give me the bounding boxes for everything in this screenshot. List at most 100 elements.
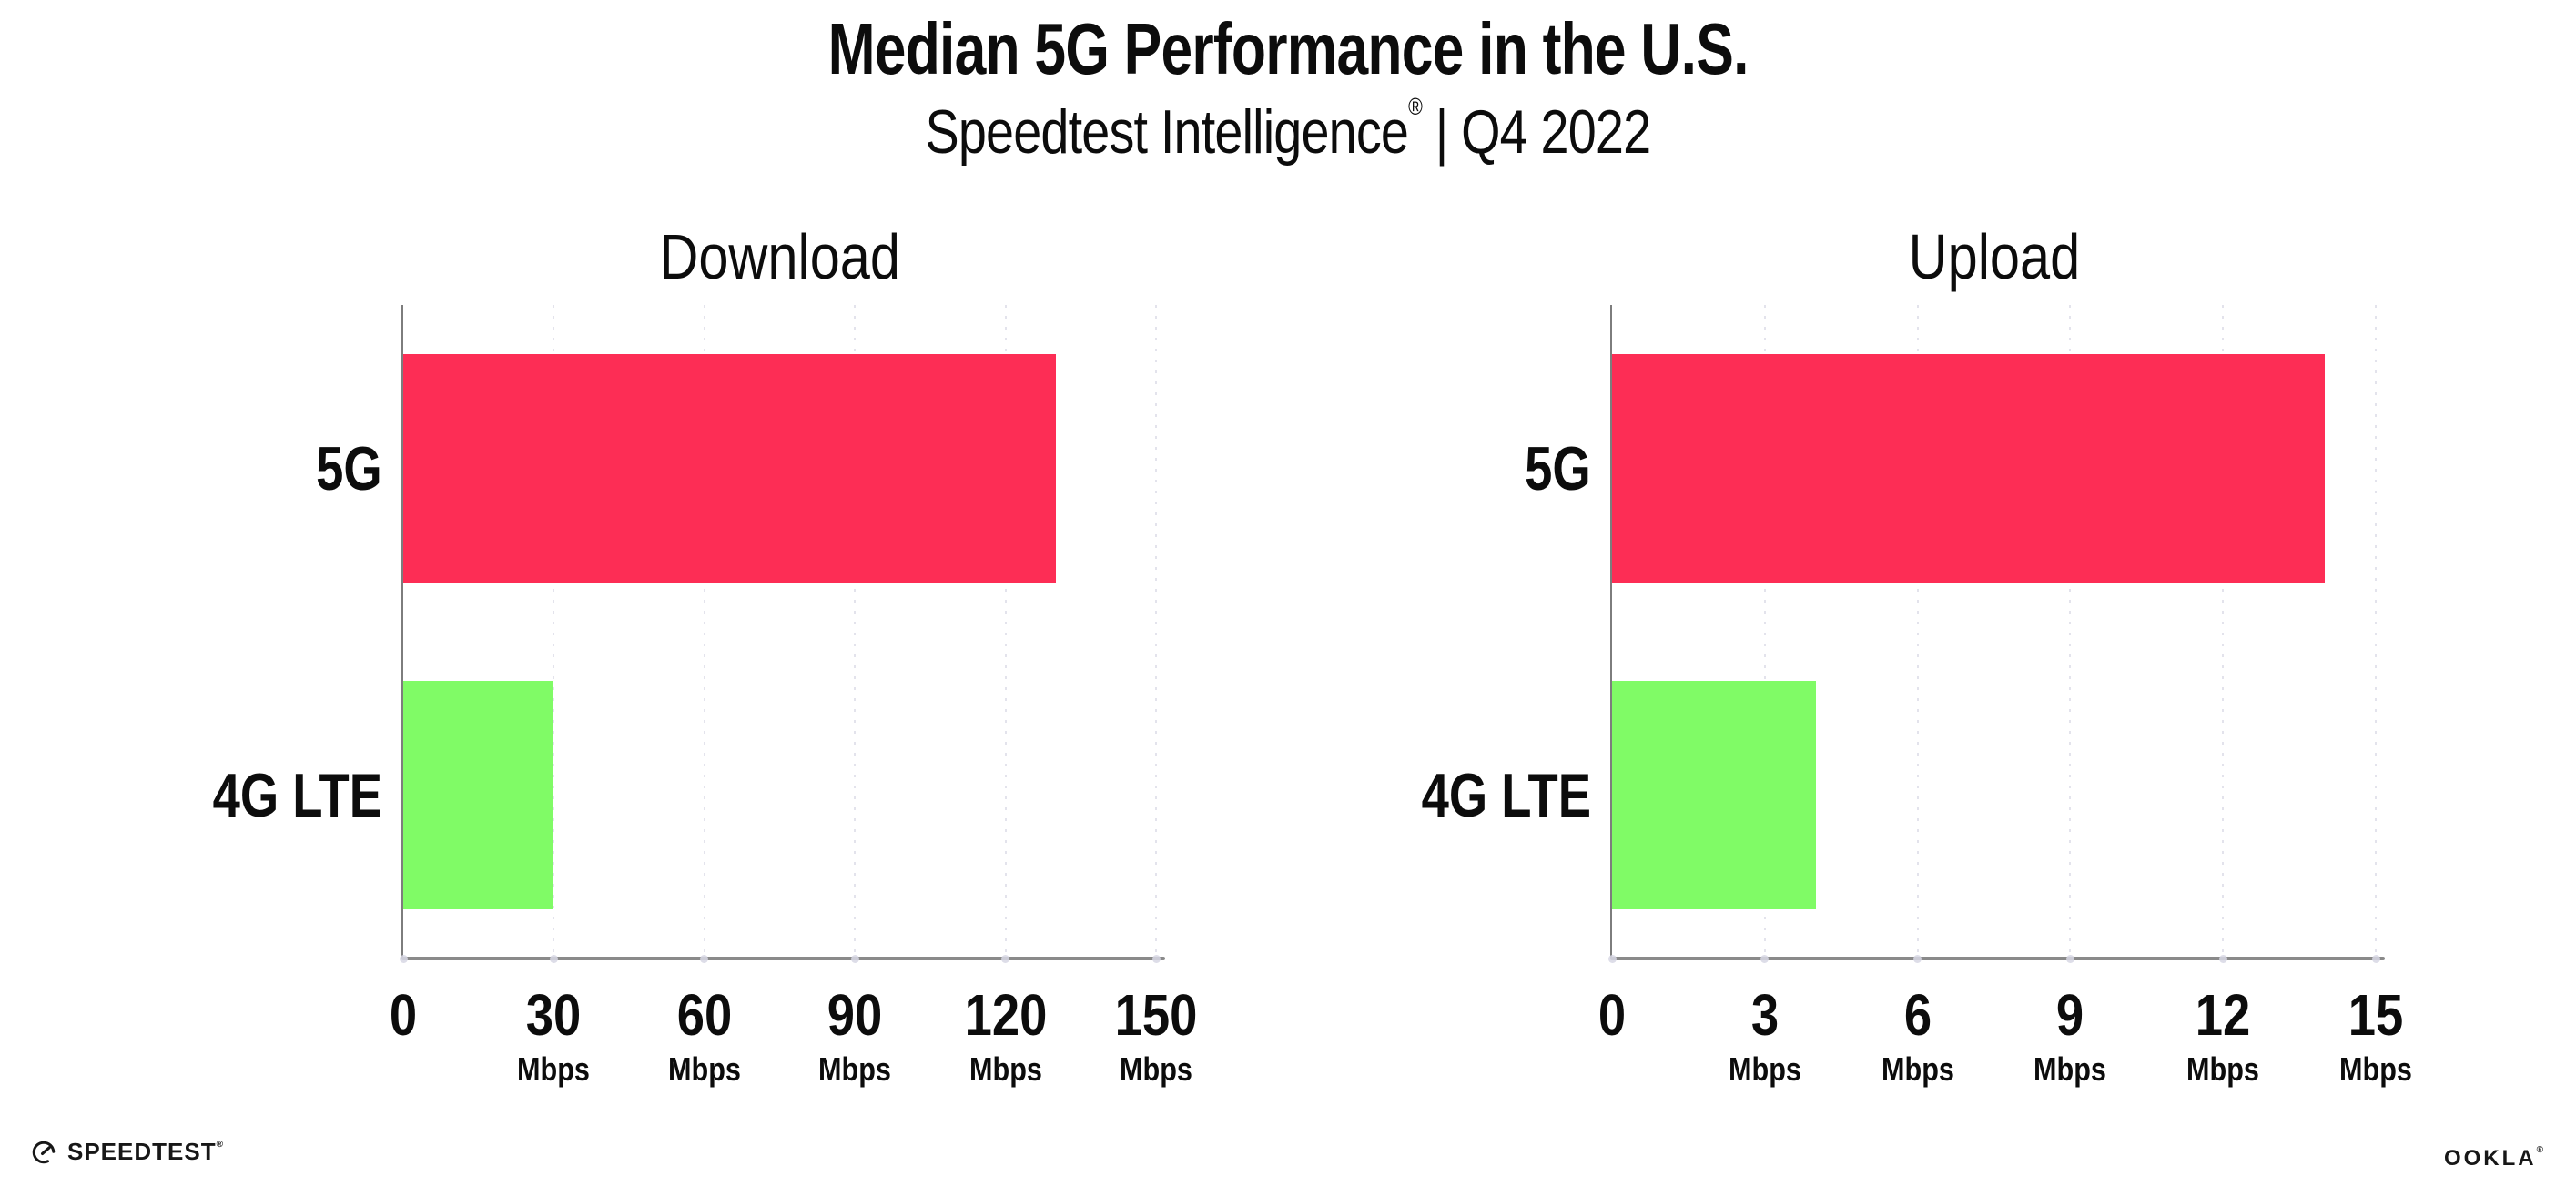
x-tick-value: 90 (827, 982, 883, 1048)
x-tick-unit: Mbps (1728, 1050, 1801, 1088)
x-axis-line (401, 957, 1165, 960)
x-axis-ticks: 0 30 Mbps 60 Mbps 90 Mbps 120 Mbps 150 Mbps (390, 959, 1198, 1113)
bar-rows (403, 305, 1156, 959)
subtitle-period: | Q4 2022 (1435, 97, 1651, 167)
x-tick: 120 Mbps (964, 959, 1047, 1086)
page-subtitle: Speedtest Intelligence® | Q4 2022 (0, 95, 2576, 163)
category-labels: 5G 4G LTE (1409, 305, 1591, 959)
chart-title-download: Download (659, 221, 900, 292)
axis-tick-dot (399, 955, 408, 963)
download-chart-panel: Download 5G 4G LTE 0 30 Mbps 60 Mbps 90 Mbps 120… (213, 205, 1198, 1115)
x-axis-ticks: 0 3 Mbps 6 Mbps 9 Mbps 12 Mbps 15 Mbps (1598, 959, 2412, 1113)
axis-tick-dot (2218, 955, 2227, 963)
x-tick-unit: Mbps (1120, 1050, 1192, 1088)
category-label-4g-lte: 4G LTE (1421, 760, 1591, 830)
bar-4g-lte (403, 680, 554, 910)
axis-tick-dot (1760, 955, 1770, 963)
x-tick: 9 Mbps (2033, 959, 2106, 1086)
gridline (1004, 305, 1007, 959)
gridline (1916, 305, 1919, 959)
x-tick: 12 Mbps (2186, 959, 2259, 1086)
x-tick-unit: Mbps (969, 1050, 1042, 1088)
registered-mark: ® (2536, 1145, 2546, 1155)
gridline (2069, 305, 2072, 959)
ookla-logo: OOKLA® (2444, 1145, 2546, 1172)
ookla-wordmark: OOKLA® (2443, 1145, 2546, 1171)
axis-tick-dot (1913, 955, 1922, 963)
axis-tick-dot (1001, 955, 1010, 963)
category-label-5g: 5G (316, 433, 382, 503)
x-tick-unit: Mbps (2033, 1050, 2107, 1088)
axis-tick-dot (700, 955, 709, 963)
gridline (553, 305, 555, 959)
x-tick: 0 (1598, 959, 1626, 1044)
category-label-row: 5G (200, 305, 382, 632)
bar-row (403, 305, 1156, 632)
x-tick: 60 Mbps (668, 959, 741, 1086)
category-label-row: 4G LTE (200, 632, 382, 959)
upload-chart-panel: Upload 5G 4G LTE 0 3 Mbps 6 Mbps 9 Mbps 12 Mbps 15… (1422, 205, 2412, 1115)
gridline (2375, 305, 2377, 959)
speedtest-gauge-icon (32, 1141, 56, 1163)
page-title-text: Median 5G Performance in the U.S. (827, 8, 1749, 89)
axis-tick-dot (2371, 955, 2380, 963)
registered-mark: ® (1408, 93, 1423, 120)
x-tick-unit: Mbps (517, 1050, 591, 1088)
bar-row (1612, 305, 2376, 632)
y-axis-line (1610, 305, 1612, 959)
plot-area (1607, 305, 2385, 963)
x-tick: 15 Mbps (2339, 959, 2412, 1086)
x-tick-value: 60 (676, 982, 733, 1048)
axis-tick-dot (1607, 955, 1617, 963)
x-tick-value: 0 (1597, 982, 1627, 1048)
category-label-4g-lte: 4G LTE (212, 760, 382, 830)
gridline (703, 305, 705, 959)
axis-tick-dot (549, 955, 558, 963)
registered-mark: ® (216, 1140, 224, 1150)
x-tick: 0 (390, 959, 417, 1044)
x-tick: 30 Mbps (517, 959, 590, 1086)
subtitle-brand: Speedtest Intelligence (925, 97, 1409, 167)
speedtest-logo: SPEEDTEST® (30, 1138, 224, 1166)
x-tick: 3 Mbps (1729, 959, 1801, 1086)
category-label-row: 4G LTE (1409, 632, 1591, 959)
axis-tick-dot (1151, 955, 1161, 963)
x-tick-value: 15 (2348, 982, 2404, 1048)
gridline (854, 305, 857, 959)
category-label-row: 5G (1409, 305, 1591, 632)
x-tick-unit: Mbps (1881, 1050, 1954, 1088)
x-tick-unit: Mbps (2186, 1050, 2260, 1088)
axis-tick-dot (2065, 955, 2074, 963)
bar-row (1612, 632, 2376, 959)
plot-area (399, 305, 1165, 963)
x-tick-value: 30 (526, 982, 582, 1048)
x-tick-unit: Mbps (2339, 1050, 2412, 1088)
page-title: Median 5G Performance in the U.S. (0, 13, 2576, 86)
gridline (2222, 305, 2225, 959)
x-tick: 150 Mbps (1115, 959, 1198, 1086)
y-axis-line (401, 305, 403, 959)
gridline (1155, 305, 1157, 959)
x-axis-line (1610, 957, 2385, 960)
x-tick-value: 6 (1903, 982, 1932, 1048)
bar-5g (403, 353, 1056, 583)
x-tick-value: 150 (1114, 982, 1198, 1048)
bar-5g (1612, 353, 2326, 583)
axis-tick-dot (850, 955, 859, 963)
bar-rows (1612, 305, 2376, 959)
x-tick-value: 0 (389, 982, 418, 1048)
x-tick: 90 Mbps (818, 959, 891, 1086)
x-tick-value: 3 (1750, 982, 1779, 1048)
x-tick-unit: Mbps (667, 1050, 741, 1088)
bar-row (403, 632, 1156, 959)
chart-title-upload: Upload (1908, 221, 2080, 292)
x-tick-unit: Mbps (818, 1050, 892, 1088)
speedtest-wordmark: SPEEDTEST® (67, 1138, 224, 1165)
gridline (1763, 305, 1766, 959)
category-label-5g: 5G (1525, 433, 1591, 503)
x-tick-value: 120 (964, 982, 1047, 1048)
x-tick: 6 Mbps (1881, 959, 1954, 1086)
x-tick-value: 12 (2195, 982, 2251, 1048)
category-labels: 5G 4G LTE (200, 305, 382, 959)
